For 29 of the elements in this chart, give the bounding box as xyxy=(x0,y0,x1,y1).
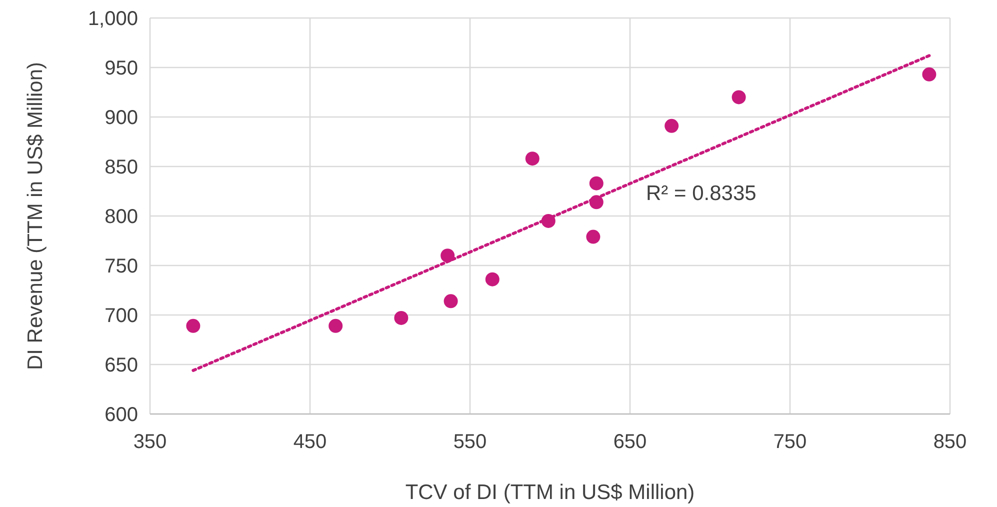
point xyxy=(732,90,746,104)
x-tick-label: 350 xyxy=(133,431,167,453)
point xyxy=(394,310,408,325)
point xyxy=(485,272,500,286)
y-tick-label: 600 xyxy=(104,404,138,426)
point xyxy=(922,67,936,82)
point xyxy=(186,318,200,333)
x-axis-title: TCV of DI (TTM in US$ Million) xyxy=(405,481,695,504)
annotation: R² = 0.8335 xyxy=(646,182,756,206)
y-tick-label: 750 xyxy=(104,256,138,278)
x-tick-label: 450 xyxy=(293,431,327,453)
x-tick-label: 650 xyxy=(613,431,647,453)
point xyxy=(328,318,343,333)
y-tick-label: 950 xyxy=(104,58,138,80)
y-tick-label: 1,000 xyxy=(88,8,138,30)
y-tick-label: 800 xyxy=(104,206,138,228)
point xyxy=(444,294,458,308)
point xyxy=(589,176,604,190)
y-tick-label: 850 xyxy=(104,156,138,178)
y-tick-label: 900 xyxy=(104,107,138,129)
x-tick-label: 850 xyxy=(933,431,967,453)
y-tick-label: 650 xyxy=(104,354,138,376)
x-tick-label: 750 xyxy=(773,431,807,453)
x-tick-label: 550 xyxy=(453,431,487,453)
point xyxy=(525,152,540,166)
point xyxy=(664,118,679,133)
y-tick-label: 700 xyxy=(104,305,138,327)
point xyxy=(586,230,600,244)
y-axis-title: DI Revenue (TTM in US$ Million) xyxy=(24,62,47,370)
